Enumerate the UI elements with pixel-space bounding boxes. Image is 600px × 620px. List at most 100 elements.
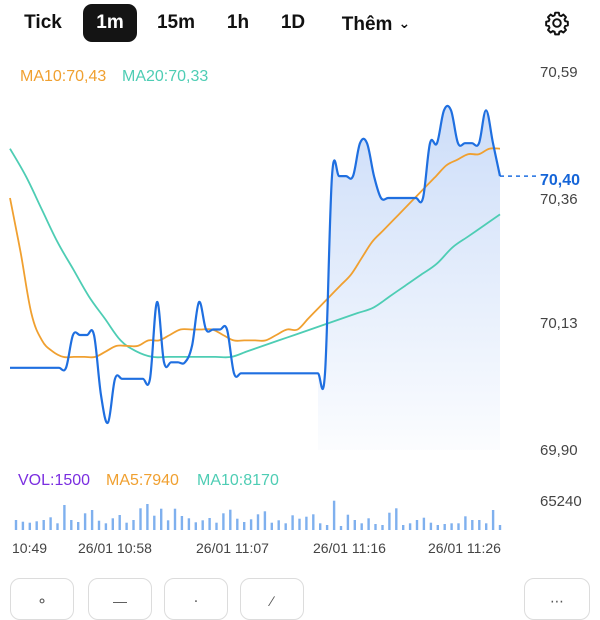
volume-bar xyxy=(180,516,184,530)
tab-more[interactable]: Thêm ⌄ xyxy=(330,4,422,42)
volume-bar xyxy=(395,508,398,530)
volume-bar xyxy=(429,522,433,530)
current-price-label: 70,40 xyxy=(540,172,581,189)
volume-bar xyxy=(249,519,253,530)
volume-bar xyxy=(464,516,467,530)
volume-bar xyxy=(70,520,73,530)
x-label-1: 26/01 10:58 xyxy=(78,540,152,556)
volume-bar xyxy=(256,514,260,530)
ma20-legend: MA20:70,33 xyxy=(122,68,209,85)
price-area-fill xyxy=(318,105,500,450)
volume-bar xyxy=(457,523,460,530)
vol-max-label: 65240 xyxy=(540,493,582,510)
volume-bar xyxy=(436,525,439,530)
volume-bar xyxy=(83,513,87,530)
volume-bar xyxy=(56,523,59,530)
chevron-down-icon: ⌄ xyxy=(398,15,411,31)
volume-bar xyxy=(402,525,405,530)
tab-1m[interactable]: 1m xyxy=(83,4,137,42)
y-label-mid: 70,13 xyxy=(540,315,578,332)
tool-indicator-button[interactable]: ⋅ xyxy=(164,578,228,620)
volume-bar xyxy=(111,518,114,530)
pencil-icon: ∕ xyxy=(270,593,274,609)
volume-bar xyxy=(388,512,391,530)
volume-bar xyxy=(408,523,412,530)
vol-ma10-legend: MA10:8170 xyxy=(197,472,279,489)
volume-bar xyxy=(166,520,170,530)
volume-bar xyxy=(14,520,18,530)
volume-bar xyxy=(118,515,121,530)
volume-bar xyxy=(485,523,488,530)
volume-bar xyxy=(346,514,350,530)
x-label-3: 26/01 11:16 xyxy=(313,540,386,556)
volume-bar xyxy=(471,520,474,530)
tab-more-label: Thêm xyxy=(341,14,393,35)
vol-legend: VOL:1500 xyxy=(18,472,91,489)
volume-bar xyxy=(422,517,426,530)
volume-bar xyxy=(35,521,38,530)
volume-bar xyxy=(353,520,356,530)
fullscreen-button[interactable]: ⋯ xyxy=(524,578,590,620)
volume-bar xyxy=(325,525,329,530)
volume-bar xyxy=(243,522,246,530)
line-tool-icon: — xyxy=(113,593,127,609)
tab-tick[interactable]: Tick xyxy=(24,12,62,33)
volume-bar xyxy=(312,514,315,530)
volume-bar xyxy=(443,524,446,530)
volume-bar xyxy=(263,511,267,530)
tool-draw-button[interactable]: ∕ xyxy=(240,578,304,620)
lock-icon: ⚬ xyxy=(36,593,48,609)
volume-bar xyxy=(77,522,80,530)
volume-bar xyxy=(49,517,52,530)
ma20-line xyxy=(9,148,501,359)
ma10-legend: MA10:70,43 xyxy=(20,68,107,85)
volume-bar xyxy=(277,520,280,530)
tab-1d[interactable]: 1D xyxy=(280,12,306,33)
volume-bar xyxy=(415,520,419,530)
volume-bar xyxy=(498,525,502,530)
volume-bar xyxy=(367,518,370,530)
volume-bars xyxy=(14,500,502,530)
price-line xyxy=(10,104,502,425)
indicator-icon: ⋅ xyxy=(193,593,199,609)
expand-icon: ⋯ xyxy=(550,593,564,609)
x-label-4: 26/01 11:26 xyxy=(428,540,501,556)
volume-bar xyxy=(229,509,232,530)
tab-1h[interactable]: 1h xyxy=(226,12,250,33)
volume-bar xyxy=(21,521,25,530)
volume-bar xyxy=(381,525,384,530)
volume-bar xyxy=(201,520,204,530)
price-chart[interactable] xyxy=(0,0,600,600)
tab-15m[interactable]: 15m xyxy=(156,12,196,33)
x-label-2: 26/01 11:07 xyxy=(196,540,269,556)
ma10-line xyxy=(9,147,501,359)
tool-line-button[interactable]: — xyxy=(88,578,152,620)
volume-bar xyxy=(146,504,149,530)
volume-bar xyxy=(450,523,453,530)
volume-bar xyxy=(305,516,308,530)
volume-bar xyxy=(374,524,377,530)
gear-icon[interactable] xyxy=(544,10,570,36)
volume-bar xyxy=(160,508,163,530)
vol-ma5-legend: MA5:7940 xyxy=(106,472,179,489)
volume-bar xyxy=(42,520,45,530)
x-label-0: 10:49 xyxy=(12,540,48,556)
volume-bar xyxy=(332,500,336,530)
volume-bar xyxy=(270,522,273,530)
y-label-upper: 70,36 xyxy=(540,191,578,208)
tool-lock-button[interactable]: ⚬ xyxy=(10,578,74,620)
y-label-top: 70,59 xyxy=(540,64,578,81)
volume-bar xyxy=(153,515,156,530)
y-label-bottom: 69,90 xyxy=(540,442,578,459)
volume-bar xyxy=(291,515,294,530)
timeframe-tabs: Tick 1m 15m 1h 1D Thêm ⌄ xyxy=(0,0,600,46)
volume-bar xyxy=(63,505,66,530)
volume-bar xyxy=(194,522,197,530)
volume-bar xyxy=(104,523,108,530)
volume-bar xyxy=(90,510,94,530)
volume-bar xyxy=(298,518,301,530)
volume-bar xyxy=(208,518,211,530)
volume-bar xyxy=(215,522,218,530)
volume-bar xyxy=(125,522,128,530)
volume-bar xyxy=(173,508,177,530)
